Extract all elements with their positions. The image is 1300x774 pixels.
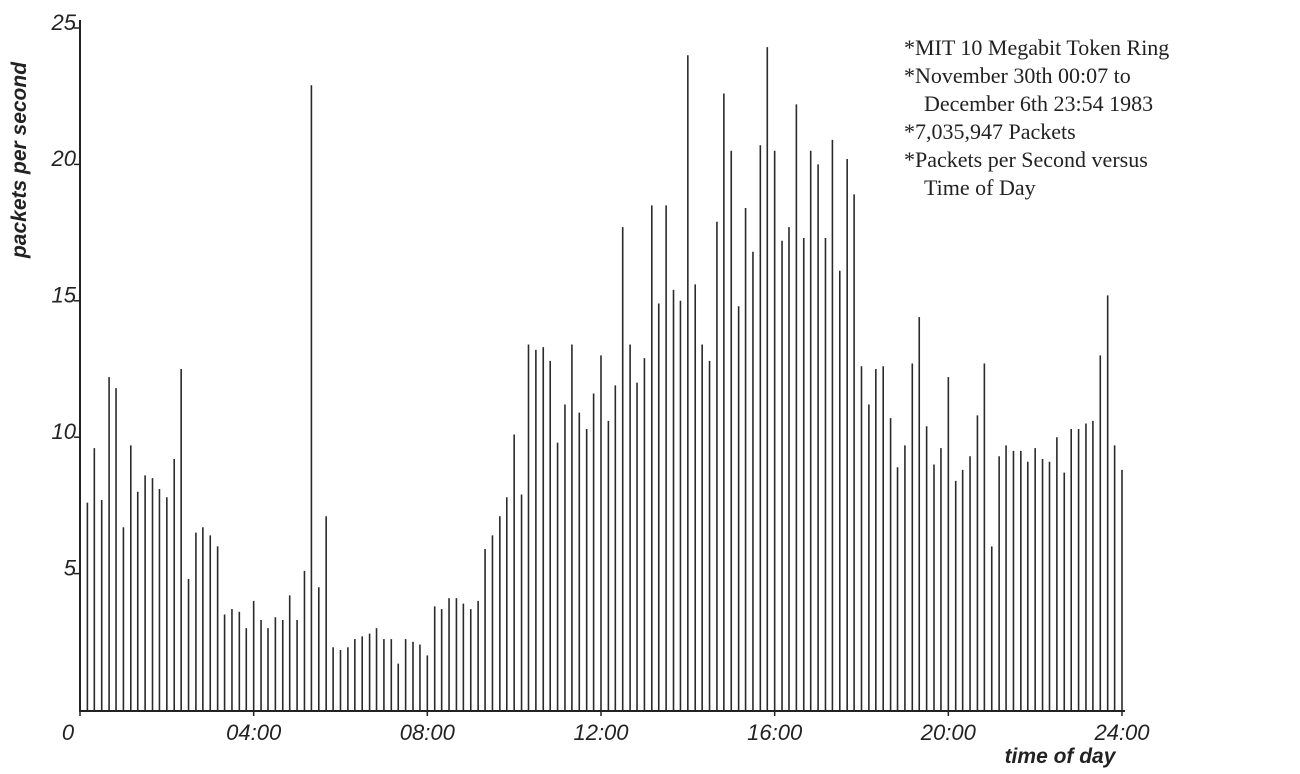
- x-tick-label: 08:00: [400, 720, 456, 745]
- x-tick-label: 0: [62, 720, 75, 745]
- annotation: *Packets per Second versus: [904, 147, 1148, 172]
- annotation: *7,035,947 Packets: [904, 119, 1076, 144]
- y-tick-label: 15: [52, 283, 77, 308]
- x-tick-label: 16:00: [747, 720, 803, 745]
- x-tick-label: 12:00: [573, 720, 629, 745]
- x-tick-label: 04:00: [226, 720, 282, 745]
- y-tick-label: 20: [51, 146, 77, 171]
- y-tick-label: 10: [52, 419, 77, 444]
- y-tick-label: 5: [64, 555, 77, 580]
- x-axis-label: time of day: [1005, 745, 1117, 768]
- x-tick-label: 20:00: [920, 720, 977, 745]
- annotation: Time of Day: [924, 175, 1036, 200]
- annotation: *November 30th 00:07 to: [904, 63, 1131, 88]
- y-axis-label: packets per second: [8, 61, 31, 259]
- y-tick-label: 25: [51, 10, 77, 35]
- annotation: December 6th 23:54 1983: [924, 91, 1153, 116]
- x-tick-label: 24:00: [1093, 720, 1150, 745]
- annotation: *MIT 10 Megabit Token Ring: [904, 35, 1169, 60]
